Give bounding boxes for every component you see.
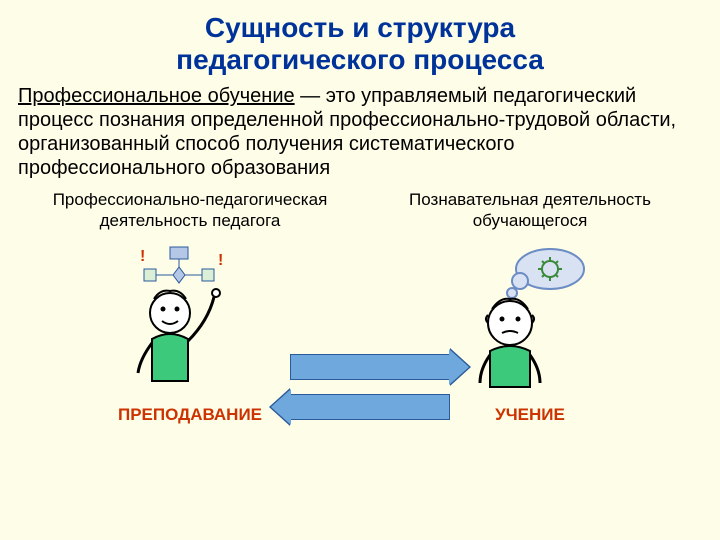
- arrow-right-icon: [290, 354, 450, 380]
- left-header-l2: деятельность педагога: [100, 211, 281, 230]
- right-header-l2: обучающегося: [473, 211, 588, 230]
- definition-term: Профессиональное обучение: [18, 85, 295, 107]
- left-header: Профессионально-педагогическая деятельно…: [40, 190, 340, 231]
- right-header: Познавательная деятельность обучающегося: [380, 190, 680, 231]
- title-line-2: педагогического процесса: [176, 44, 544, 75]
- left-header-l1: Профессионально-педагогическая: [53, 190, 328, 209]
- svg-text:!: !: [140, 248, 145, 265]
- interaction-arrows: [290, 340, 450, 434]
- student-illustration: [450, 241, 610, 391]
- definition-paragraph: Профессиональное обучение — это управляе…: [0, 84, 720, 190]
- title-line-1: Сущность и структура: [205, 12, 515, 43]
- right-header-l1: Познавательная деятельность: [409, 190, 651, 209]
- arrow-left-icon: [290, 394, 450, 420]
- teacher-illustration: ! !: [110, 241, 270, 391]
- slide-title: Сущность и структура педагогического про…: [0, 0, 720, 84]
- svg-text:!: !: [218, 252, 223, 269]
